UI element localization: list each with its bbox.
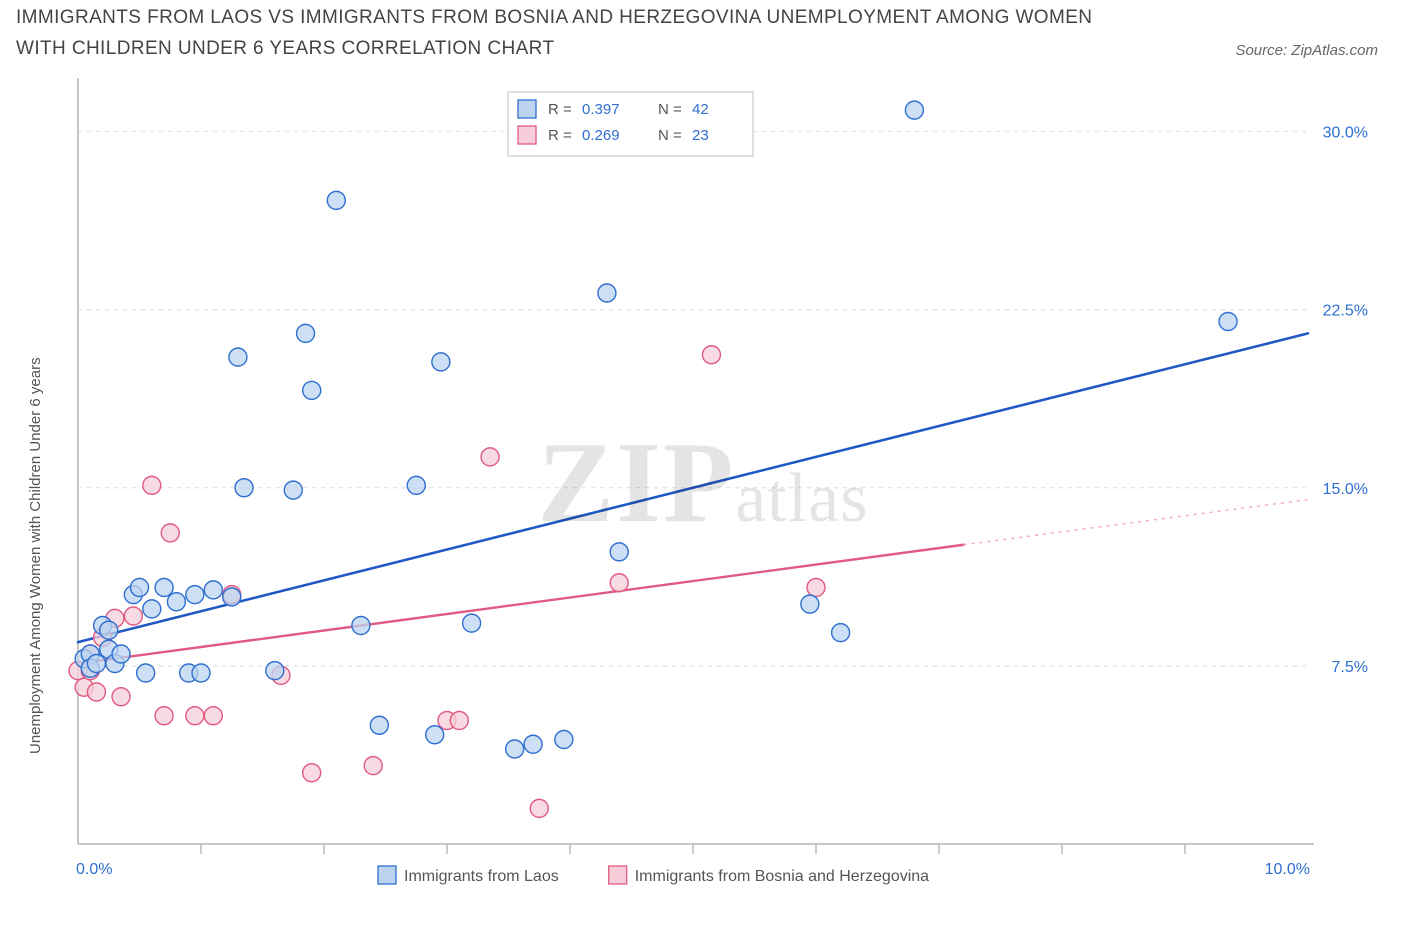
svg-text:N =: N = <box>658 101 682 118</box>
svg-text:42: 42 <box>692 101 709 118</box>
svg-text:23: 23 <box>692 127 709 144</box>
svg-text:22.5%: 22.5% <box>1323 303 1368 320</box>
svg-text:7.5%: 7.5% <box>1332 659 1368 676</box>
svg-text:R =: R = <box>548 101 572 118</box>
svg-text:0.0%: 0.0% <box>76 861 112 878</box>
svg-text:10.0%: 10.0% <box>1265 861 1310 878</box>
svg-text:Immigrants from Laos: Immigrants from Laos <box>404 868 559 885</box>
svg-text:30.0%: 30.0% <box>1323 125 1368 142</box>
svg-text:R =: R = <box>548 127 572 144</box>
svg-text:0.397: 0.397 <box>582 101 620 118</box>
svg-text:N =: N = <box>658 127 682 144</box>
svg-text:0.269: 0.269 <box>582 127 620 144</box>
svg-text:Immigrants from Bosnia and Her: Immigrants from Bosnia and Herzegovina <box>635 868 929 885</box>
chart-container: 7.5% 15.0% 22.5% 30.0% 0.0% 10.0% Unemployment… <box>0 74 1406 926</box>
svg-text:15.0%: 15.0% <box>1323 481 1368 498</box>
chart-title: IMMIGRANTS FROM LAOS VS IMMIGRANTS FROM … <box>16 2 1126 65</box>
header-row: IMMIGRANTS FROM LAOS VS IMMIGRANTS FROM … <box>0 0 1406 65</box>
source-label: Source: ZipAtlas.com <box>1235 42 1378 65</box>
svg-text:Unemployment Among Women with: Unemployment Among Women with Children U… <box>27 357 44 754</box>
scatter-chart: 7.5% 15.0% 22.5% 30.0% 0.0% 10.0% Unemployment… <box>0 74 1406 926</box>
